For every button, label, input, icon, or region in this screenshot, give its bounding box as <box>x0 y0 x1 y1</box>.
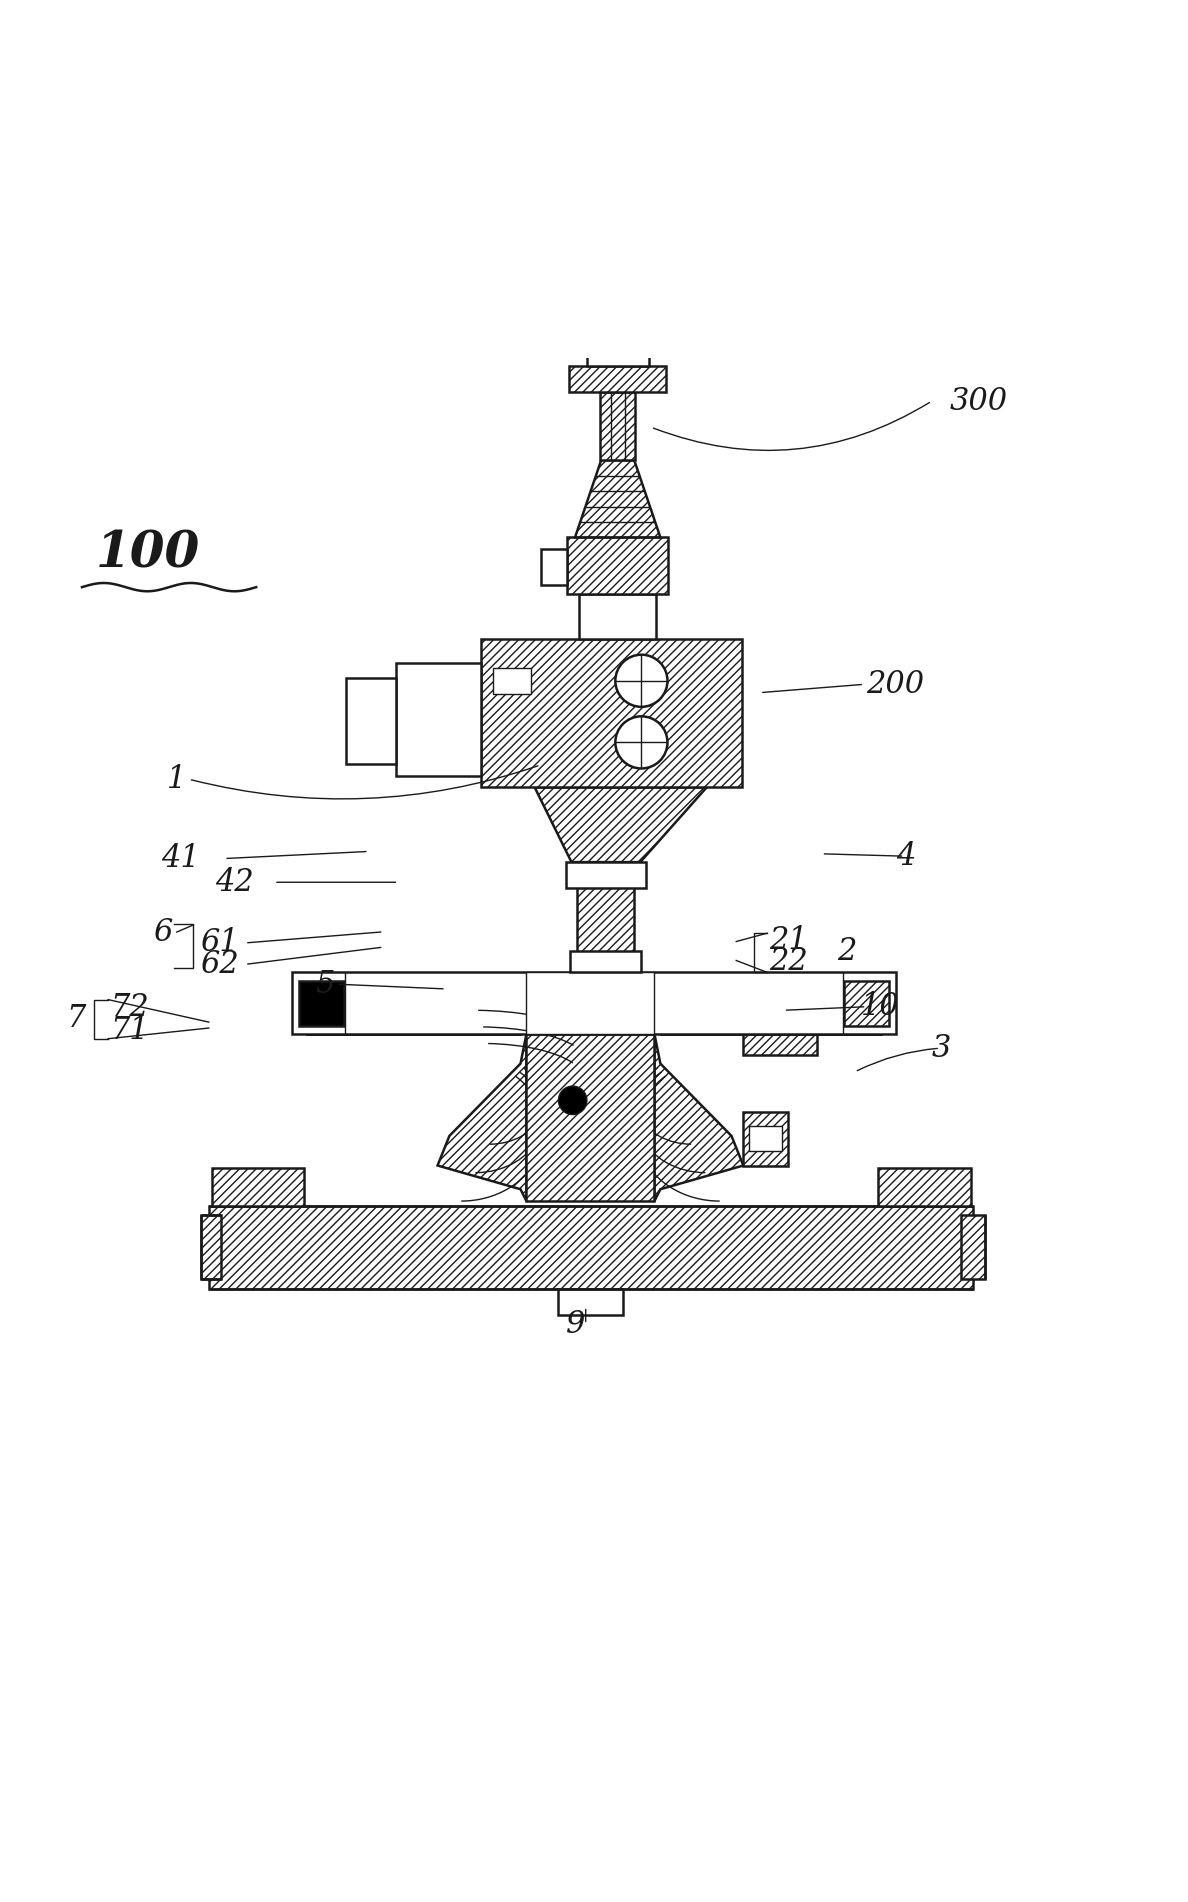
Polygon shape <box>580 593 656 639</box>
Polygon shape <box>600 392 636 460</box>
Text: 6: 6 <box>153 917 172 947</box>
Text: 41: 41 <box>162 843 200 875</box>
Polygon shape <box>577 862 634 972</box>
Polygon shape <box>744 1113 789 1166</box>
Text: 5: 5 <box>316 968 335 1000</box>
Polygon shape <box>493 668 531 694</box>
Polygon shape <box>570 951 642 972</box>
Text: 71: 71 <box>110 1016 150 1046</box>
Text: 10: 10 <box>860 991 899 1021</box>
Text: 7: 7 <box>67 1002 86 1035</box>
Polygon shape <box>396 664 481 776</box>
Text: 3: 3 <box>931 1033 952 1063</box>
Circle shape <box>558 1086 587 1115</box>
Text: 1: 1 <box>168 763 187 795</box>
Polygon shape <box>437 1035 526 1200</box>
Circle shape <box>615 654 668 708</box>
Polygon shape <box>481 639 742 787</box>
Polygon shape <box>569 365 666 392</box>
Text: 62: 62 <box>201 949 239 980</box>
Polygon shape <box>744 1021 817 1056</box>
Text: 9: 9 <box>565 1309 584 1339</box>
Text: 21: 21 <box>770 924 808 957</box>
Text: 22: 22 <box>770 945 808 978</box>
Polygon shape <box>299 981 343 1025</box>
Text: 42: 42 <box>215 867 253 898</box>
Polygon shape <box>213 1168 304 1206</box>
Text: 100: 100 <box>96 529 201 578</box>
Polygon shape <box>750 1126 783 1151</box>
Text: 200: 200 <box>866 670 924 700</box>
Polygon shape <box>961 1215 985 1280</box>
Polygon shape <box>587 346 649 365</box>
Text: 72: 72 <box>110 993 150 1023</box>
Polygon shape <box>292 972 896 1035</box>
Text: 61: 61 <box>201 926 239 959</box>
Circle shape <box>615 717 668 768</box>
Polygon shape <box>878 1168 971 1206</box>
Polygon shape <box>845 981 889 1025</box>
Polygon shape <box>209 1206 973 1290</box>
Polygon shape <box>535 787 707 862</box>
Polygon shape <box>655 1035 744 1200</box>
Polygon shape <box>346 679 396 765</box>
Polygon shape <box>542 550 568 584</box>
Polygon shape <box>201 1215 221 1280</box>
Polygon shape <box>568 538 668 593</box>
Polygon shape <box>526 972 655 1035</box>
Polygon shape <box>575 460 661 538</box>
Polygon shape <box>558 1290 623 1314</box>
Polygon shape <box>565 862 646 888</box>
Polygon shape <box>526 1035 655 1200</box>
Text: 2: 2 <box>838 936 857 966</box>
Text: 300: 300 <box>949 386 1007 417</box>
Text: 4: 4 <box>896 841 916 871</box>
